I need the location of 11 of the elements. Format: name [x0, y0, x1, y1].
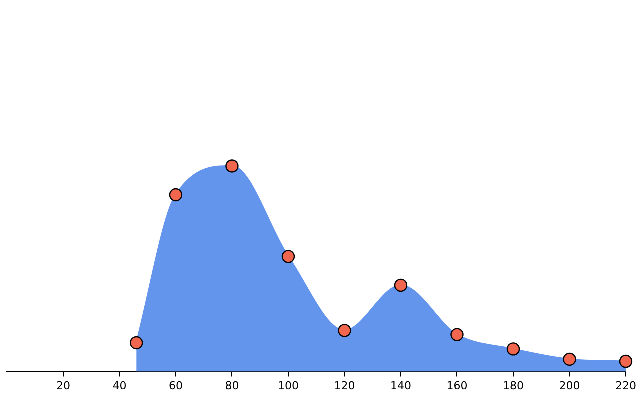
x-tick-label: 200 — [559, 379, 580, 392]
x-tick-label: 160 — [446, 379, 468, 392]
x-tick-label: 20 — [56, 379, 70, 392]
x-tick-label: 80 — [225, 379, 240, 392]
x-tick-label: 120 — [334, 379, 356, 392]
x-tick-label: 100 — [278, 379, 299, 392]
x-tick-label: 60 — [168, 379, 183, 392]
x-tick-label: 40 — [112, 379, 127, 392]
x-tick-label: 220 — [616, 379, 636, 392]
x-tick-label: 180 — [502, 379, 524, 392]
x-tick-label: 140 — [390, 379, 412, 392]
